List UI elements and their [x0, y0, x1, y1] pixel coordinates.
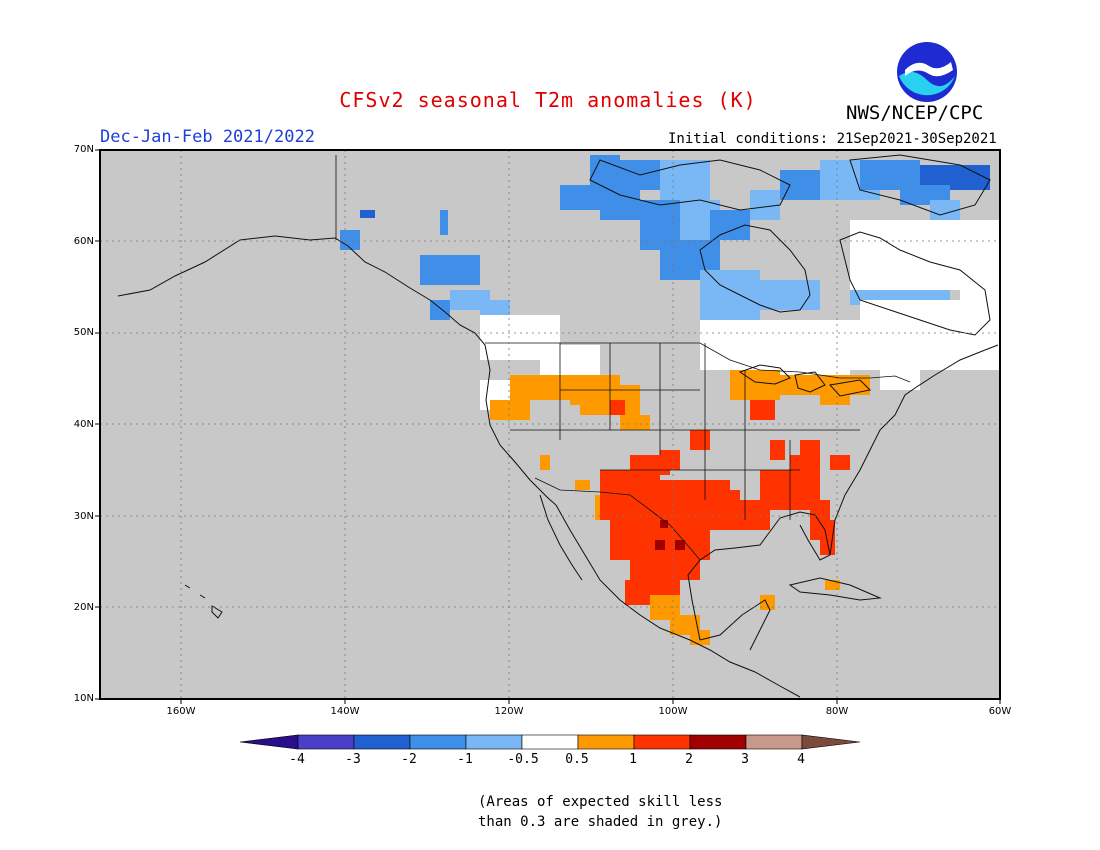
anomaly-cell — [655, 540, 665, 550]
anomaly-cell — [850, 220, 1000, 290]
anomaly-cell — [750, 190, 780, 220]
anomaly-cell — [660, 520, 668, 528]
lat-label: 40N — [73, 419, 94, 430]
anomaly-cell — [440, 210, 448, 235]
anomaly-cell — [820, 385, 850, 405]
axis-ticks — [95, 149, 1001, 704]
anomaly-cell — [360, 210, 375, 218]
lon-label: 60W — [988, 706, 1012, 717]
noaa-logo-icon — [897, 42, 957, 102]
anomaly-cell — [770, 440, 785, 460]
coastlines — [117, 154, 999, 698]
graticule — [100, 150, 1000, 699]
colorbar-segment — [577, 734, 635, 750]
anomaly-cell — [710, 210, 750, 240]
lon-label: 120W — [494, 706, 524, 717]
anomaly-cell — [730, 370, 780, 400]
anomaly-cell — [340, 230, 360, 250]
lat-label: 70N — [73, 144, 94, 155]
skill-note-line2: than 0.3 are shaded in grey.) — [478, 814, 723, 830]
anomaly-cell — [700, 300, 760, 322]
colorbar-arrow-right — [801, 734, 861, 750]
anomaly-cell — [880, 370, 920, 390]
political-borders — [335, 155, 911, 561]
anomaly-cell — [675, 540, 685, 550]
lon-label: 80W — [825, 706, 849, 717]
colorbar-segment — [745, 734, 803, 750]
colorbar-segment — [409, 734, 467, 750]
anomaly-cell — [430, 300, 450, 320]
lat-label: 30N — [73, 511, 94, 522]
map-title: CFSv2 seasonal T2m anomalies (K) — [339, 88, 757, 112]
lon-label: 140W — [330, 706, 360, 717]
colorbar-arrow-left — [239, 734, 299, 750]
anomaly-cell — [780, 170, 820, 200]
skill-note-line1: (Areas of expected skill less — [478, 794, 723, 810]
anomaly-cell — [620, 415, 650, 430]
colorbar-segment — [465, 734, 523, 750]
colorbar-label: -4 — [289, 752, 305, 767]
anomaly-cell — [625, 580, 650, 605]
anomaly-cell — [760, 595, 775, 610]
anomaly-cell — [930, 200, 960, 220]
colorbar-segment — [633, 734, 691, 750]
anomaly-cell — [540, 345, 600, 375]
agency-label: NWS/NCEP/CPC — [846, 102, 984, 124]
anomaly-cell — [510, 375, 570, 400]
anomaly-cell — [800, 440, 820, 460]
colorbar-label: 0.5 — [565, 752, 589, 767]
colorbar-label: -1 — [457, 752, 473, 767]
anomaly-cell — [540, 455, 550, 470]
lat-label: 10N — [73, 693, 94, 704]
colorbar-label: -0.5 — [507, 752, 539, 767]
anomaly-cell — [750, 400, 775, 420]
lon-label: 100W — [658, 706, 688, 717]
lon-label: 160W — [166, 706, 196, 717]
lat-label: 50N — [73, 327, 94, 338]
colorbar-label: 2 — [685, 752, 693, 767]
initial-conditions: Initial conditions: 21Sep2021-30Sep2021 — [668, 131, 997, 147]
skill-note: (Areas of expected skill less than 0.3 a… — [478, 792, 722, 832]
colorbar-label: -3 — [345, 752, 361, 767]
anomaly-cell — [610, 400, 625, 415]
forecast-period: Dec-Jan-Feb 2021/2022 — [100, 127, 315, 147]
colorbar-label: 3 — [741, 752, 749, 767]
colorbar-label: 4 — [797, 752, 805, 767]
lat-label: 60N — [73, 236, 94, 247]
anomaly-cell — [660, 160, 710, 200]
colorbar-label: -2 — [401, 752, 417, 767]
lat-label: 20N — [73, 602, 94, 613]
colorbar-segment — [353, 734, 411, 750]
anomaly-cell — [420, 255, 480, 285]
anomaly-cell — [660, 450, 680, 470]
colorbar-segment — [521, 734, 579, 750]
anomaly-cell — [825, 580, 840, 590]
colorbar-segment — [689, 734, 747, 750]
colorbar-segment — [297, 734, 355, 750]
anomaly-cell — [590, 155, 620, 190]
colorbar — [239, 734, 861, 750]
anomaly-cell — [690, 430, 710, 450]
colorbar-label: 1 — [629, 752, 637, 767]
anomaly-cell — [830, 455, 850, 470]
anomaly-cell — [490, 400, 530, 420]
anomaly-cell — [575, 480, 590, 490]
